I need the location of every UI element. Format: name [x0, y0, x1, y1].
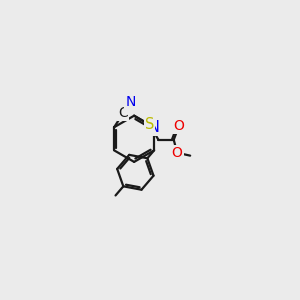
Text: N: N: [149, 120, 160, 135]
Text: N: N: [125, 95, 136, 109]
Text: C: C: [118, 106, 128, 120]
Text: S: S: [145, 117, 154, 132]
Text: O: O: [172, 146, 182, 160]
Text: O: O: [173, 119, 184, 134]
